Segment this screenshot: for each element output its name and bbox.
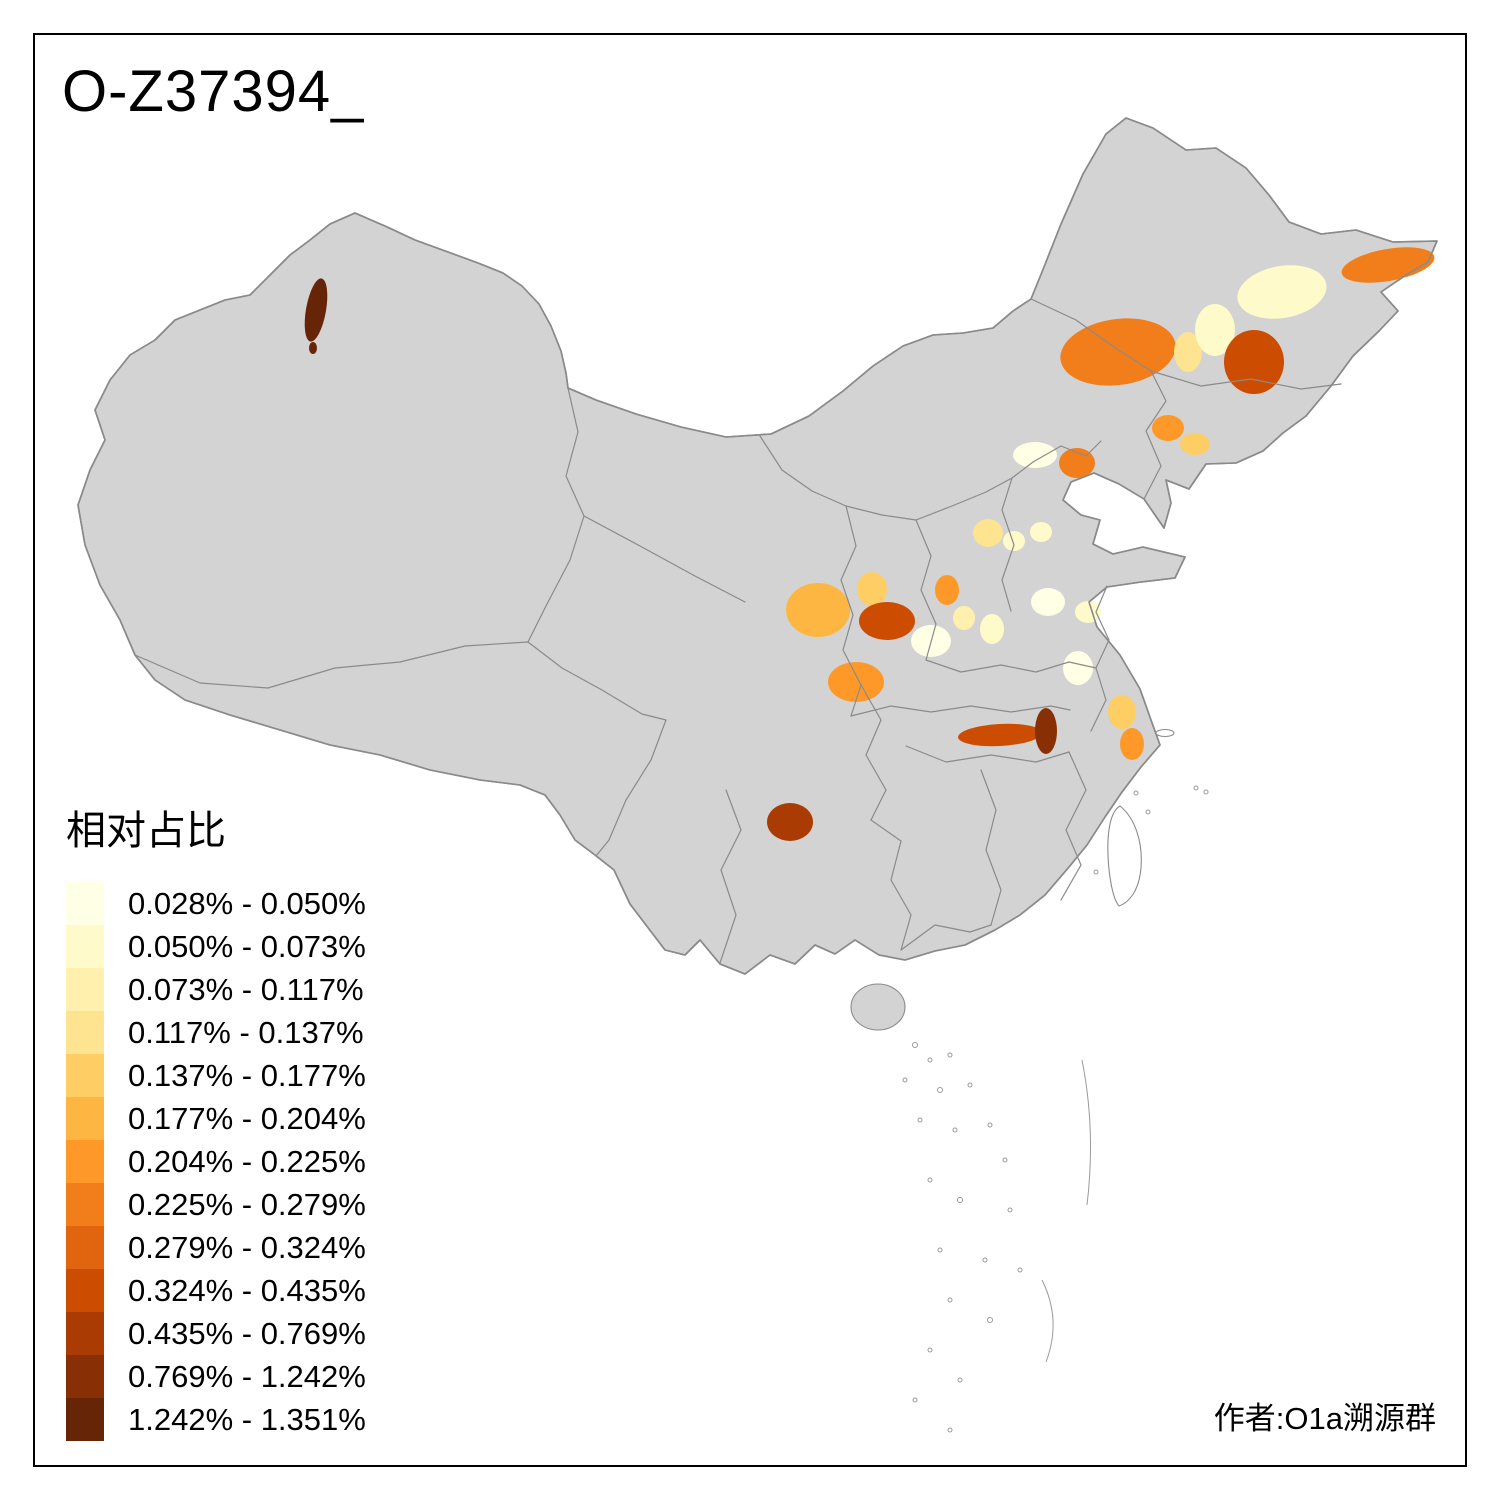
legend-title: 相对占比 (66, 809, 226, 853)
taiwan-island (1107, 805, 1142, 907)
legend-item: 0.435% - 0.769% (66, 1312, 366, 1355)
legend-label: 0.435% - 0.769% (128, 1315, 366, 1351)
map-region (859, 602, 915, 640)
legend-label: 1.242% - 1.351% (128, 1401, 366, 1437)
map-region (1003, 531, 1025, 551)
legend-swatch (66, 1398, 104, 1441)
legend-label: 0.225% - 0.279% (128, 1186, 366, 1222)
legend-label: 0.050% - 0.073% (128, 928, 366, 964)
legend-item: 0.204% - 0.225% (66, 1140, 366, 1183)
province-borders (134, 298, 1342, 964)
map-region (958, 723, 1042, 747)
colored-regions (304, 247, 1435, 841)
legend-item: 0.177% - 0.204% (66, 1097, 366, 1140)
map-region (1063, 651, 1093, 685)
legend-label: 0.279% - 0.324% (128, 1229, 366, 1265)
legend-swatch (66, 1226, 104, 1269)
legend-item: 0.050% - 0.073% (66, 925, 366, 968)
legend-item: 0.028% - 0.050% (66, 882, 366, 925)
map-region (1031, 588, 1065, 616)
legend-item: 1.242% - 1.351% (66, 1398, 366, 1441)
china-outline (77, 117, 1438, 975)
legend-item: 0.225% - 0.279% (66, 1183, 366, 1226)
map-region (935, 575, 959, 605)
page-title: O-Z37394_ (62, 59, 365, 124)
legend-swatch (66, 1140, 104, 1183)
map-region (1195, 304, 1235, 356)
legend-label: 0.028% - 0.050% (128, 885, 366, 921)
legend-swatch (66, 1355, 104, 1398)
legend-label: 0.117% - 0.137% (128, 1014, 364, 1050)
map-region (1075, 601, 1101, 623)
map-region (304, 278, 328, 342)
map-region (1180, 433, 1210, 455)
map-region (973, 519, 1003, 547)
legend: 相对占比 0.028% - 0.050% 0.050% - 0.073% 0.073… (66, 798, 366, 1441)
map-region (1174, 332, 1202, 372)
legend-item: 0.769% - 1.242% (66, 1355, 366, 1398)
legend-label: 0.073% - 0.117% (128, 971, 364, 1007)
legend-item: 0.117% - 0.137% (66, 1011, 366, 1054)
legend-swatch (66, 1312, 104, 1355)
chongming-island (1155, 728, 1175, 738)
map-region (786, 583, 850, 637)
legend-swatch (66, 968, 104, 1011)
legend-swatch (66, 1011, 104, 1054)
map-region (767, 803, 813, 841)
legend-label: 0.324% - 0.435% (128, 1272, 366, 1308)
map-region (1224, 330, 1284, 394)
legend-item: 0.324% - 0.435% (66, 1269, 366, 1312)
legend-item: 0.073% - 0.117% (66, 968, 366, 1011)
map-region (309, 342, 317, 354)
legend-swatch (66, 1054, 104, 1097)
map-region (953, 606, 975, 630)
legend-item: 0.279% - 0.324% (66, 1226, 366, 1269)
legend-item: 0.137% - 0.177% (66, 1054, 366, 1097)
legend-label: 0.204% - 0.225% (128, 1143, 366, 1179)
legend-label: 0.769% - 1.242% (128, 1358, 366, 1394)
map-region (828, 662, 884, 702)
map-region (1013, 442, 1057, 468)
hainan-island (850, 983, 906, 1031)
map-region (1120, 728, 1144, 760)
author-credit: 作者:O1a溯源群 (1213, 1401, 1436, 1436)
map-region (857, 572, 887, 606)
map-region (980, 614, 1004, 644)
legend-label: 0.137% - 0.177% (128, 1057, 366, 1093)
south-china-sea-islands (902, 785, 1209, 1433)
legend-swatch (66, 1269, 104, 1312)
legend-swatch (66, 1183, 104, 1226)
map-region (1152, 415, 1184, 441)
legend-items: 0.028% - 0.050% 0.050% - 0.073% 0.073% - 0… (66, 882, 366, 1441)
legend-label: 0.177% - 0.204% (128, 1100, 366, 1136)
map-region (1237, 265, 1327, 319)
legend-swatch (66, 1097, 104, 1140)
map-region (1108, 695, 1136, 729)
legend-swatch (66, 882, 104, 925)
map-region (1341, 247, 1435, 283)
legend-swatch (66, 925, 104, 968)
map-region (1030, 522, 1052, 542)
map-region (1035, 708, 1057, 754)
